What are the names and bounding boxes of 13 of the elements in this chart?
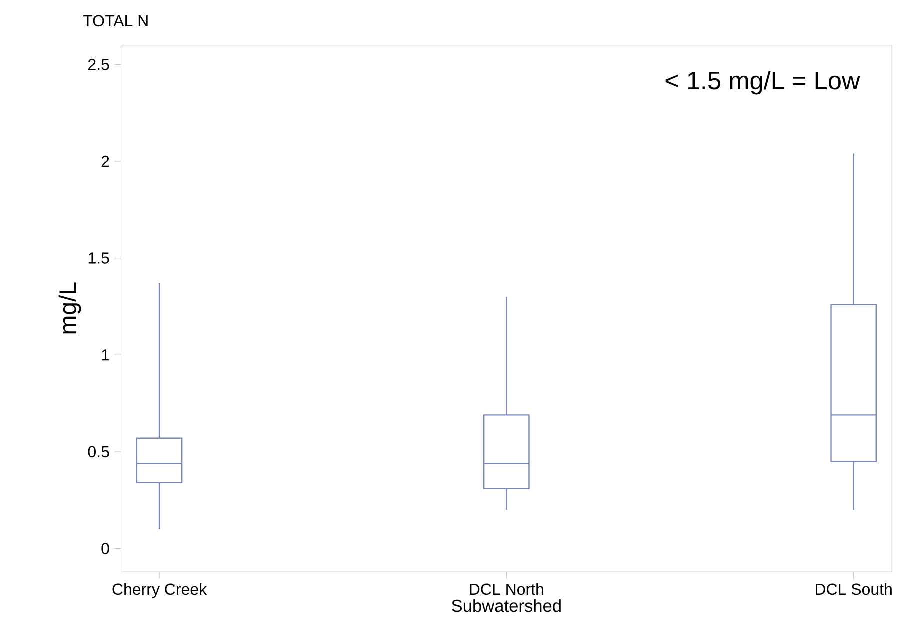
x-axis-title: Subwatershed bbox=[452, 599, 561, 612]
annotation: < 1.5 mg/L = Low bbox=[666, 71, 860, 95]
y-tick-label: 1 bbox=[102, 350, 110, 361]
y-tick-label: 2 bbox=[102, 156, 110, 168]
y-tick-label: 0.5 bbox=[88, 446, 110, 458]
y-tick-label: 2.5 bbox=[88, 59, 110, 70]
chart-title: TOTAL N bbox=[83, 15, 148, 27]
x-tick-label: DCL North bbox=[470, 583, 544, 596]
y-axis-title: mg/L bbox=[58, 282, 82, 334]
x-tick-label: Cherry Creek bbox=[112, 583, 208, 598]
y-tick-label: 1.5 bbox=[88, 252, 110, 264]
y-tick-label: 0 bbox=[102, 543, 110, 554]
x-tick-label: DCL South bbox=[816, 583, 892, 596]
